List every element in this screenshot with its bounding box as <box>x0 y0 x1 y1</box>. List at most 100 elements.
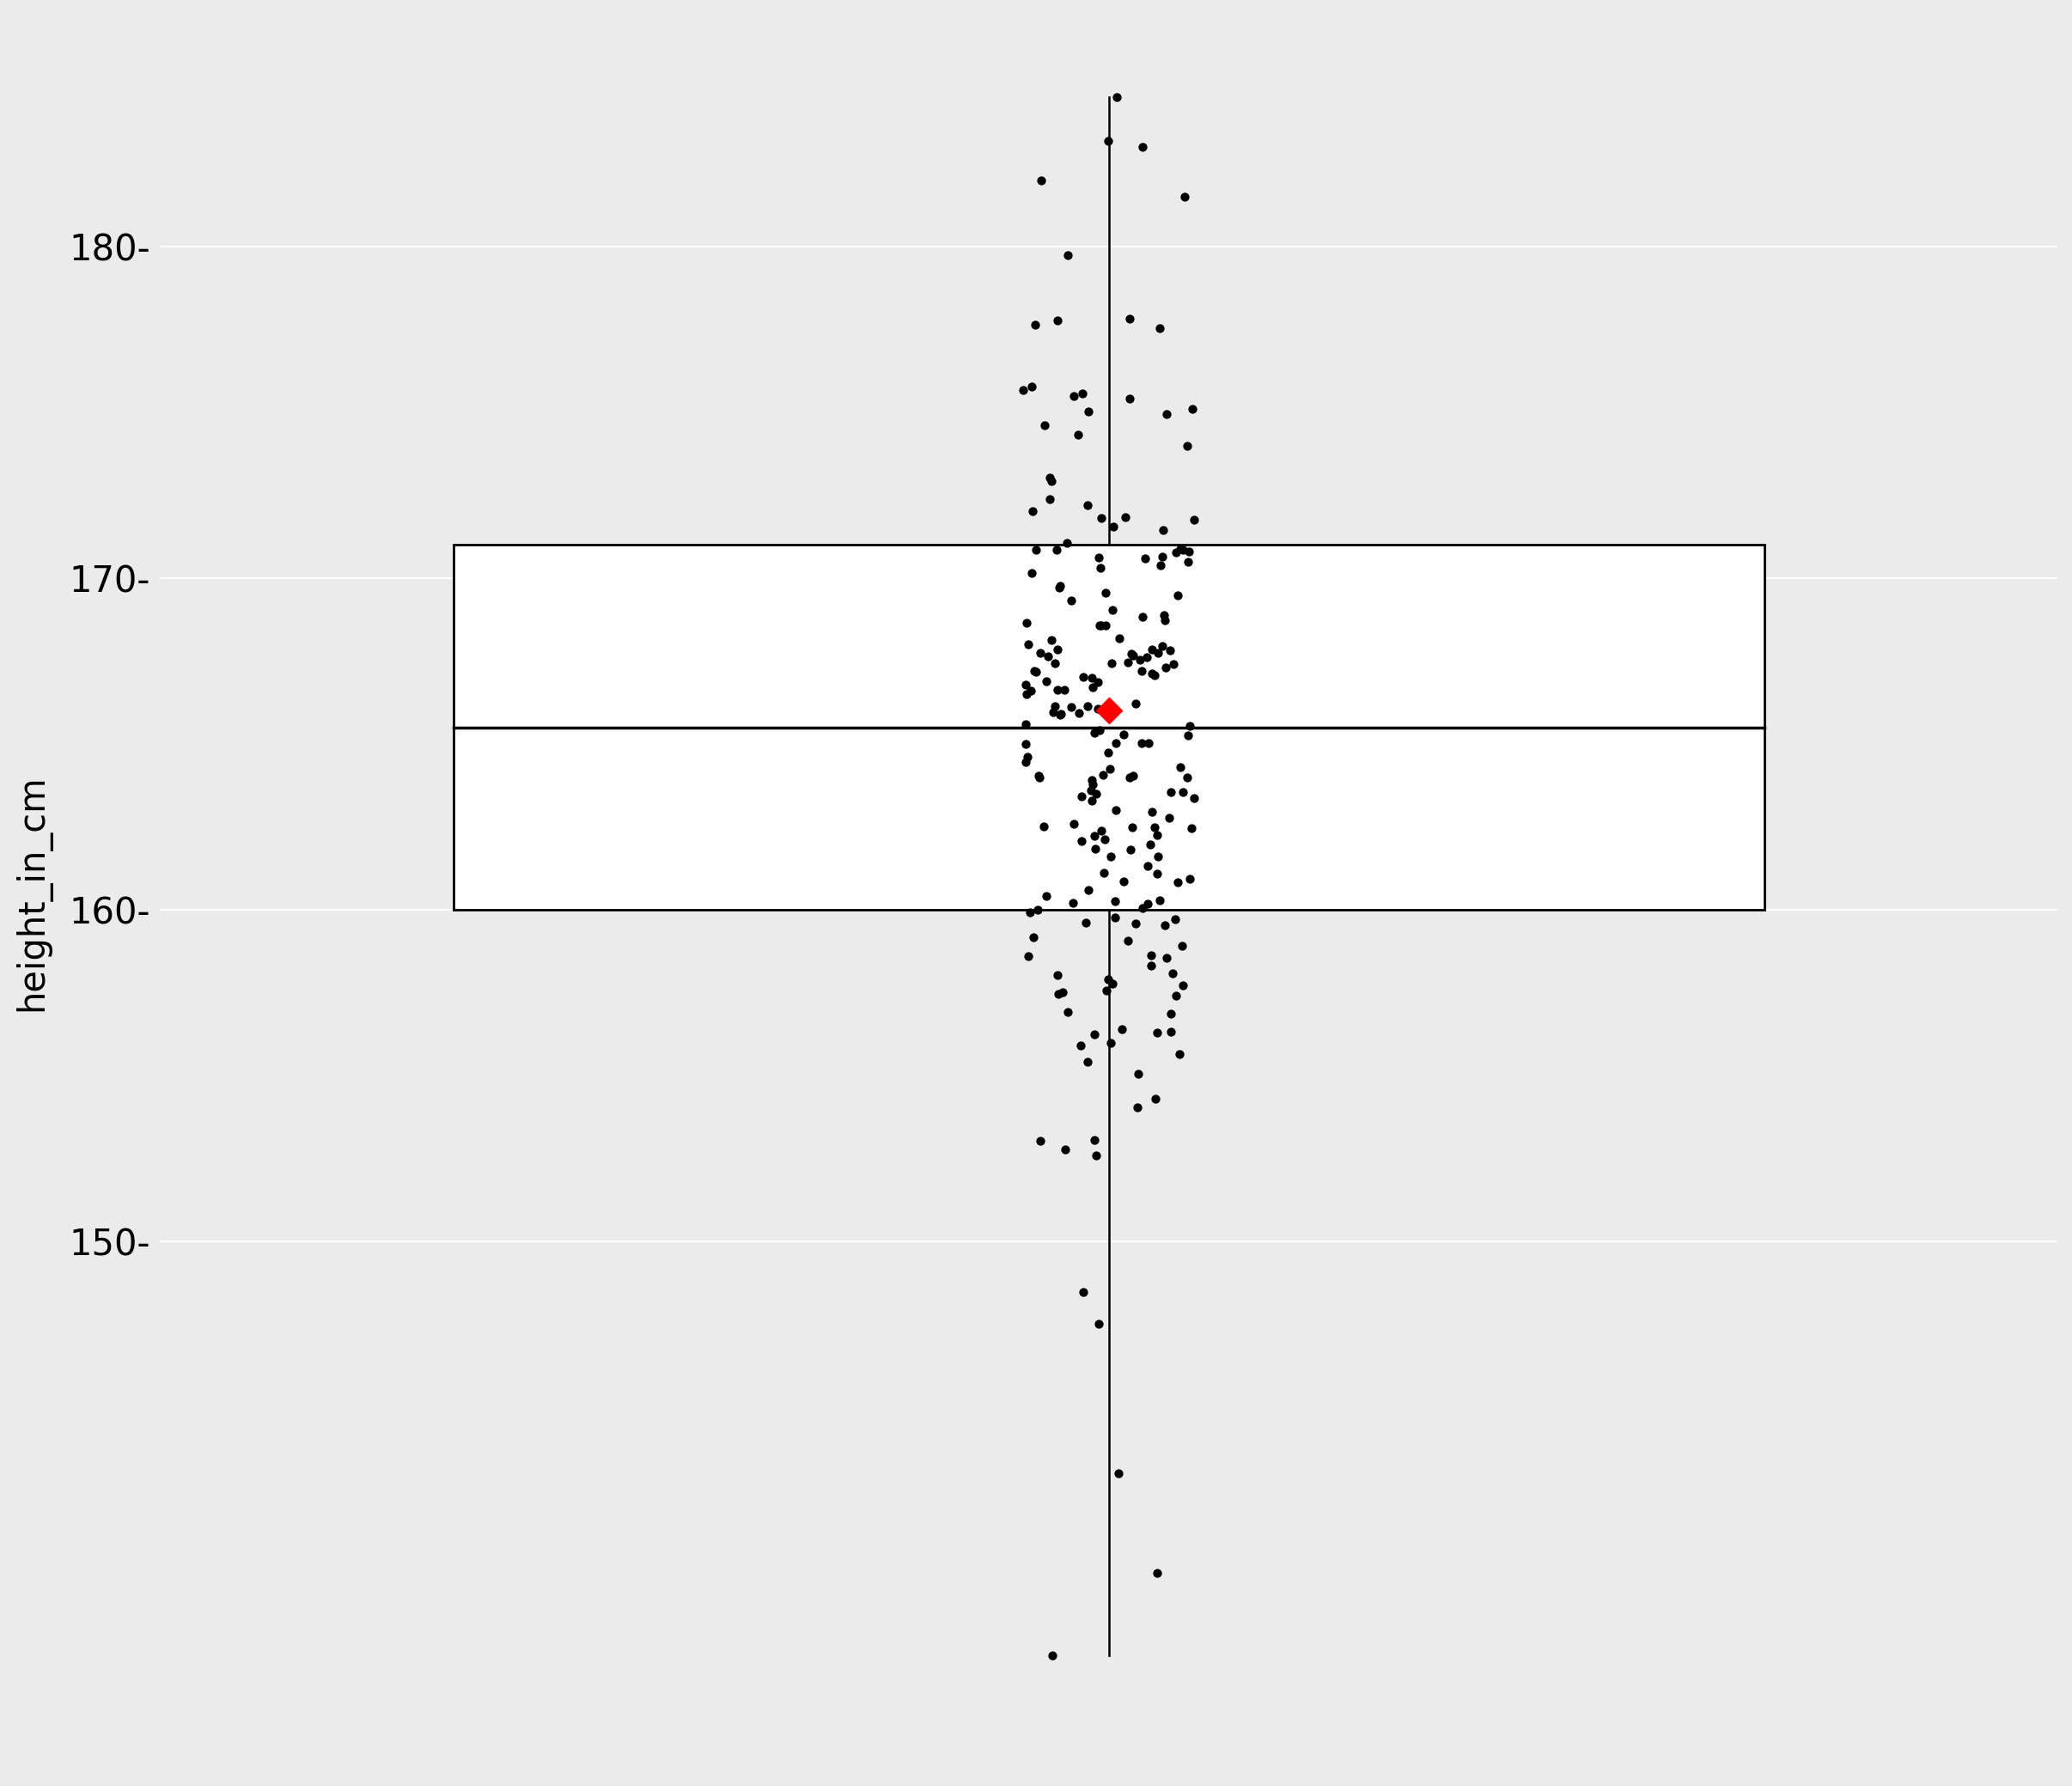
Point <box>1094 754 1127 782</box>
Point <box>1034 466 1067 495</box>
Point <box>1063 1032 1096 1061</box>
Point <box>1154 779 1187 807</box>
Point <box>1100 729 1133 757</box>
Point <box>1092 738 1125 766</box>
Point <box>1133 830 1167 859</box>
Point <box>1065 379 1098 407</box>
Point <box>1057 382 1090 411</box>
Point <box>1098 904 1131 932</box>
Point <box>1117 813 1150 841</box>
Point <box>1158 982 1191 1011</box>
Point <box>1123 645 1156 673</box>
Point <box>1084 554 1117 582</box>
Point <box>1088 859 1121 888</box>
Point <box>1142 639 1175 668</box>
Point <box>1094 843 1127 872</box>
Point <box>1140 1559 1173 1588</box>
Point <box>1034 486 1067 514</box>
Point <box>1082 543 1115 572</box>
Point <box>1024 1127 1057 1156</box>
Point <box>1036 1641 1069 1670</box>
Point <box>1021 895 1055 923</box>
Point <box>1030 882 1063 911</box>
Point <box>1077 1020 1111 1048</box>
Point <box>1084 504 1117 532</box>
Point <box>1032 643 1065 672</box>
Point <box>1090 975 1123 1004</box>
Point <box>1009 670 1042 698</box>
Point <box>1028 411 1061 439</box>
Point <box>1011 630 1044 659</box>
Point <box>1042 573 1075 602</box>
Point <box>1177 505 1210 534</box>
Point <box>1015 497 1048 525</box>
Point <box>1036 698 1069 727</box>
Point <box>1069 909 1102 938</box>
Point <box>1082 695 1115 723</box>
Point <box>1051 529 1084 557</box>
Point <box>1111 927 1144 956</box>
Point <box>1048 1136 1082 1164</box>
Point <box>1077 718 1111 747</box>
Point <box>1111 648 1144 677</box>
Point <box>1071 491 1104 520</box>
Point <box>1019 311 1053 339</box>
Point <box>1015 373 1048 402</box>
Point <box>1021 761 1055 789</box>
Point <box>1096 513 1129 541</box>
Point <box>1109 502 1142 530</box>
Point <box>1044 700 1077 729</box>
Point <box>1175 395 1208 423</box>
Point <box>1090 611 1123 639</box>
Point <box>1142 843 1175 872</box>
Point <box>1113 384 1146 413</box>
Point <box>1167 972 1200 1000</box>
Point <box>1011 941 1044 970</box>
Point <box>1117 641 1150 670</box>
Point <box>1040 961 1073 989</box>
Point <box>1084 716 1117 745</box>
Point <box>1160 538 1193 566</box>
Point <box>1073 775 1106 804</box>
Point <box>1164 534 1198 563</box>
Point <box>1015 559 1048 588</box>
Point <box>1009 711 1042 739</box>
Point <box>1075 766 1109 795</box>
Point <box>1044 572 1077 600</box>
Point <box>1140 1084 1173 1113</box>
Point <box>1080 779 1113 807</box>
Point <box>1100 82 1133 111</box>
Point <box>1051 241 1084 270</box>
Point <box>1040 536 1073 564</box>
Point <box>1135 659 1169 688</box>
Point <box>1019 536 1053 564</box>
Point <box>1125 893 1158 922</box>
Point <box>1138 813 1171 841</box>
Point <box>1148 600 1181 629</box>
Point <box>1102 1459 1135 1488</box>
Point <box>1144 550 1177 579</box>
Point <box>1080 834 1113 863</box>
Point <box>1115 639 1148 668</box>
Point <box>1065 827 1098 855</box>
Point <box>1113 304 1146 332</box>
Point <box>1121 1093 1154 1122</box>
Point <box>1125 657 1158 686</box>
Point <box>1086 611 1119 639</box>
Point <box>1040 675 1073 704</box>
Point <box>1119 909 1152 938</box>
Point <box>1138 661 1171 689</box>
Point <box>1146 516 1179 545</box>
Bar <box>454 545 1765 909</box>
Point <box>1127 132 1160 161</box>
Point <box>1106 866 1140 895</box>
Point <box>1131 729 1164 757</box>
Point <box>1075 788 1109 816</box>
Point <box>1150 654 1183 682</box>
Point <box>1150 400 1183 429</box>
Point <box>1065 782 1098 811</box>
Point <box>1125 729 1158 757</box>
Point <box>1146 543 1179 572</box>
Point <box>1092 964 1125 993</box>
Point <box>1077 673 1111 702</box>
